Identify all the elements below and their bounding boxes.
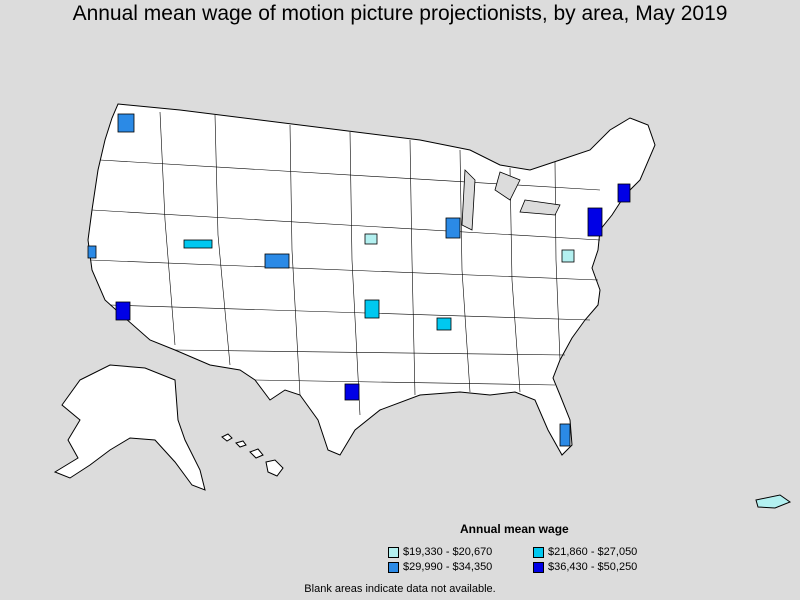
map-title: Annual mean wage of motion picture proje… xyxy=(72,2,728,25)
legend-item: $36,430 - $50,250 xyxy=(533,561,637,573)
wage-areas xyxy=(87,113,631,447)
footnote: Blank areas indicate data not available. xyxy=(304,583,496,595)
area-new-york xyxy=(587,207,603,237)
legend-label: $21,860 - $27,050 xyxy=(548,546,638,558)
area-washington-dc xyxy=(561,249,575,263)
area-austin xyxy=(344,383,360,401)
area-denver xyxy=(264,253,290,269)
hawaii-islands xyxy=(221,433,284,477)
area-oklahoma-city xyxy=(364,299,380,319)
great-lakes xyxy=(461,169,561,231)
area-salt-lake-city xyxy=(183,239,213,249)
puerto-rico-landmass xyxy=(755,494,792,509)
legend-swatch xyxy=(388,546,399,558)
legend-title: Annual mean wage xyxy=(460,522,569,536)
legend-item: $19,330 - $20,670 xyxy=(388,546,492,558)
area-san-francisco xyxy=(87,245,97,259)
legend-swatch xyxy=(388,561,399,573)
legend-swatch xyxy=(533,561,544,573)
area-seattle xyxy=(117,113,135,133)
area-boundaries xyxy=(89,111,601,416)
legend-label: $29,990 - $34,350 xyxy=(403,561,493,573)
legend-label: $19,330 - $20,670 xyxy=(403,546,493,558)
area-los-angeles xyxy=(115,301,131,321)
legend-item: $21,860 - $27,050 xyxy=(533,546,637,558)
legend-swatch xyxy=(533,546,544,558)
area-omaha xyxy=(364,233,378,245)
legend-item: $29,990 - $34,350 xyxy=(388,561,492,573)
area-miami xyxy=(559,423,571,447)
legend-label: $36,430 - $50,250 xyxy=(548,561,638,573)
area-memphis xyxy=(436,317,452,331)
alaska-landmass xyxy=(53,364,206,491)
area-boston xyxy=(617,183,631,203)
area-chicago xyxy=(445,217,461,239)
